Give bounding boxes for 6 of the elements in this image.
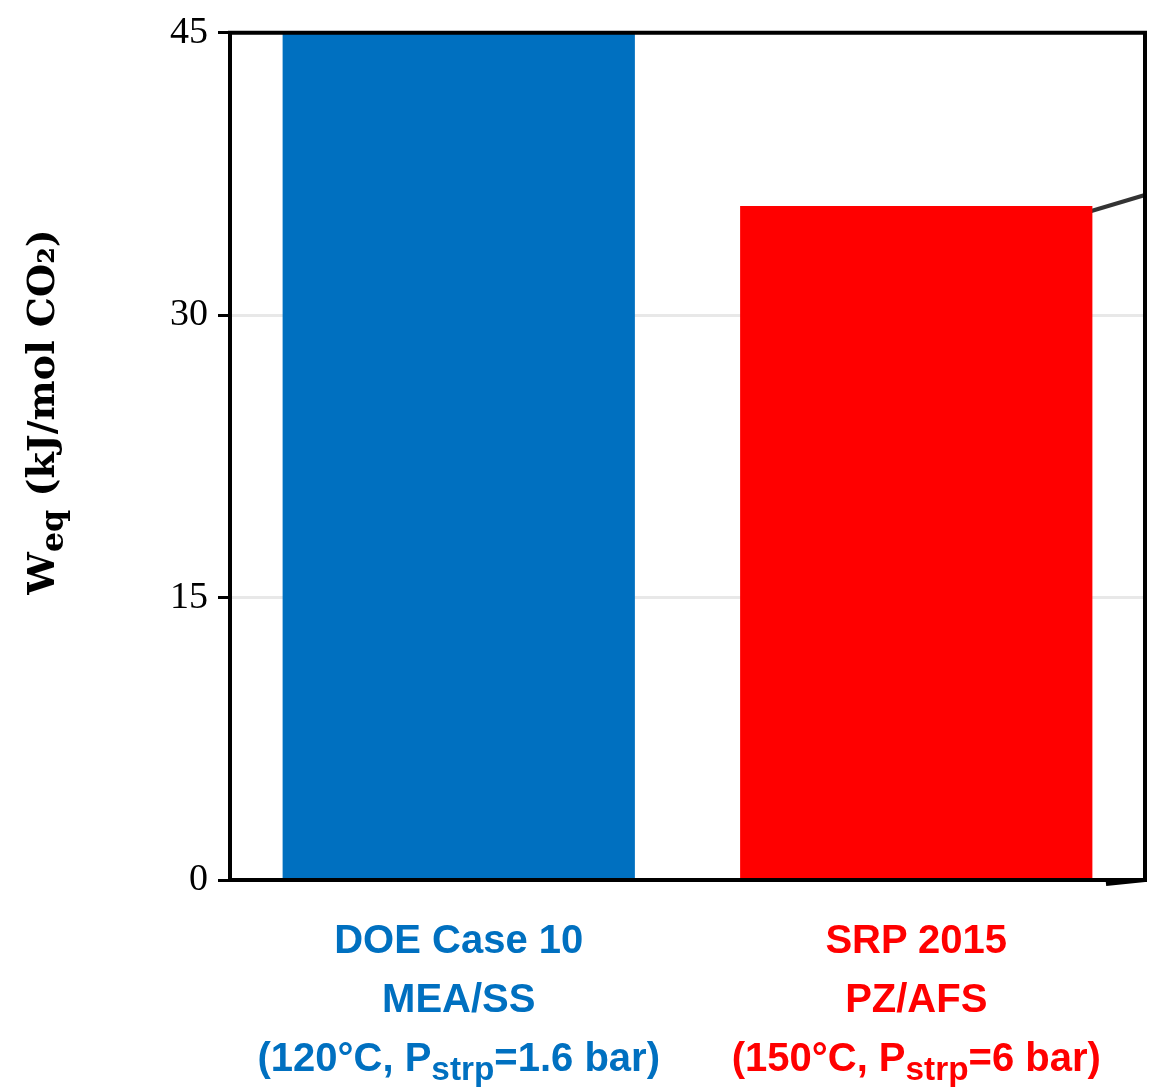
y-tick-label: 30 [170,291,208,334]
x-tick-label: DOE Case 10 MEA/SS (120°C, P$_{strp}$=1.6 bar) [256,916,661,1089]
x-tick-label: SRP 2015 PZ/AFS (150°C, P$_{strp}$=6 bar) [730,916,1102,1089]
y-tick-label: 0 [189,855,208,898]
y-tick-label: 45 [170,8,208,51]
y-tick-label: 15 [170,573,208,616]
